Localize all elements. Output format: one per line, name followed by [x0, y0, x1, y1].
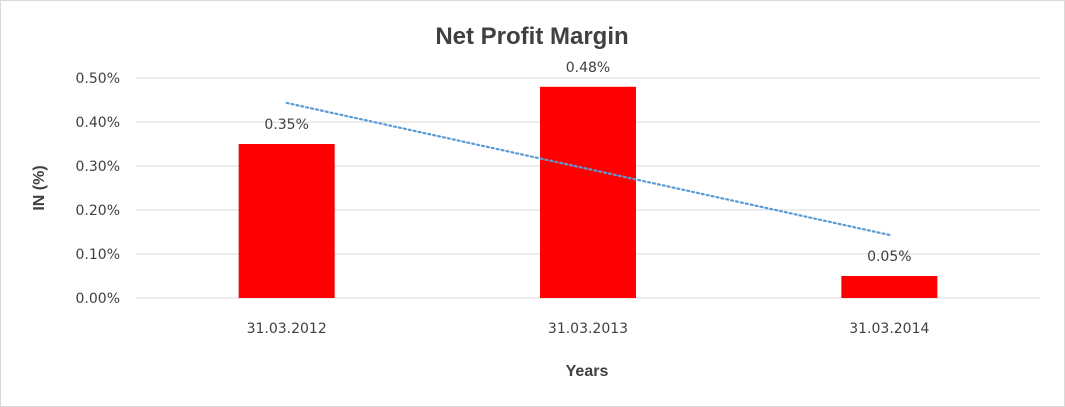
trendline	[285, 101, 891, 237]
data-labels: 0.35% 0.48% 0.05%	[264, 60, 911, 265]
x-tick-label: 31.03.2014	[849, 321, 929, 337]
y-tick-label: 0.10%	[76, 247, 120, 263]
x-axis-ticks: 31.03.2012 31.03.2013 31.03.2014	[247, 321, 930, 337]
y-tick-label: 0.20%	[76, 203, 120, 219]
y-tick-label: 0.40%	[76, 115, 120, 131]
y-tick-label: 0.00%	[76, 291, 120, 307]
y-axis-title: IN (%)	[31, 165, 48, 210]
y-tick-label: 0.30%	[76, 159, 120, 175]
trendline-path	[285, 101, 891, 237]
bars	[238, 86, 938, 298]
chart-title: Net Profit Margin	[435, 23, 628, 50]
data-label: 0.05%	[867, 249, 911, 265]
bar	[238, 144, 335, 298]
y-tick-label: 0.50%	[76, 71, 120, 87]
x-tick-label: 31.03.2012	[247, 321, 327, 337]
x-axis-title: Years	[566, 363, 609, 380]
y-axis-ticks: 0.00% 0.10% 0.20% 0.30% 0.40% 0.50%	[76, 71, 120, 307]
bar	[540, 86, 636, 298]
x-tick-label: 31.03.2013	[548, 321, 628, 337]
data-label: 0.35%	[264, 117, 308, 133]
data-label: 0.48%	[566, 60, 610, 76]
bar	[841, 276, 938, 298]
